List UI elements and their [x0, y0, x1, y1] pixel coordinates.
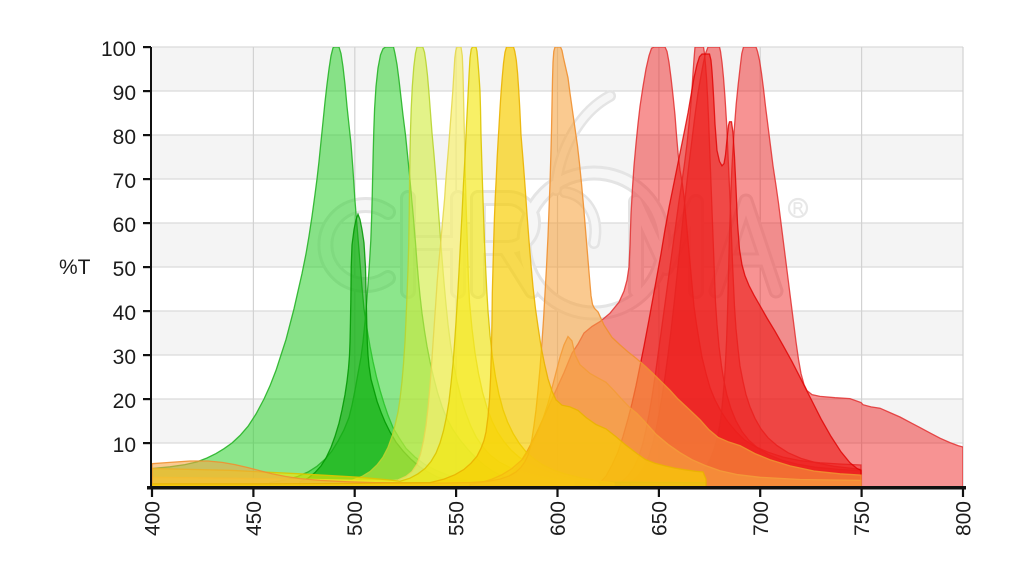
svg-text:750: 750 — [851, 501, 874, 536]
svg-text:650: 650 — [648, 501, 671, 536]
svg-text:600: 600 — [547, 501, 570, 536]
svg-text:800: 800 — [953, 501, 976, 536]
svg-text:400: 400 — [142, 501, 165, 536]
svg-text:700: 700 — [750, 501, 773, 536]
svg-text:550: 550 — [446, 501, 469, 536]
svg-text:450: 450 — [243, 501, 266, 536]
svg-text:500: 500 — [344, 501, 367, 536]
